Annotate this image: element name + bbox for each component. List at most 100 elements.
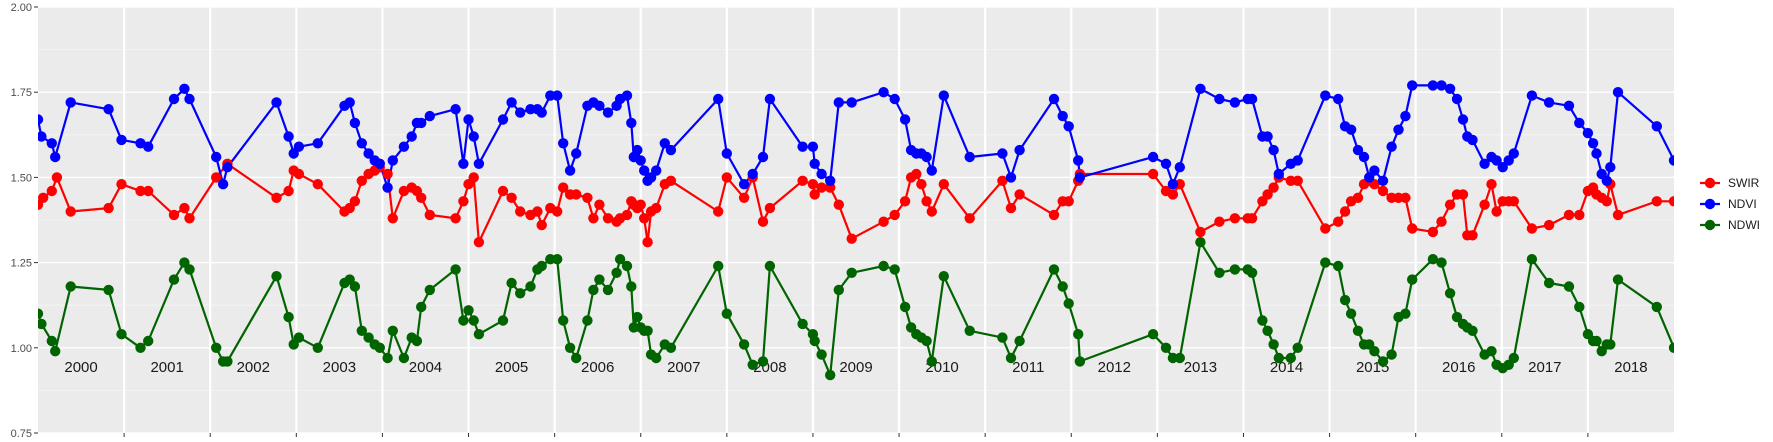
data-point-ndvi [468, 131, 479, 142]
y-tick-label: 1.00 [11, 343, 32, 355]
data-point-ndvi [50, 151, 61, 163]
data-point-ndvi [1048, 93, 1060, 105]
data-point-swir [283, 185, 294, 197]
data-point-ndwi [450, 264, 461, 275]
data-point-swir [506, 192, 517, 203]
data-point-ndwi [1574, 301, 1585, 313]
data-point-ndvi [1612, 87, 1624, 98]
data-point-ndvi [1063, 121, 1074, 132]
data-point-ndvi [626, 117, 637, 129]
data-point-swir [450, 213, 461, 224]
data-point-ndwi [1724, 336, 1734, 346]
data-point-ndvi [889, 93, 900, 105]
data-point-ndvi [1229, 97, 1241, 108]
data-point-ndwi [65, 281, 76, 292]
data-point-ndwi [356, 325, 367, 336]
data-point-ndvi [757, 151, 769, 163]
data-point-ndvi [1574, 117, 1585, 129]
data-point-swir [846, 233, 857, 244]
data-point-ndwi [582, 315, 593, 326]
grid-major [38, 6, 1674, 434]
data-point-swir [468, 172, 479, 183]
data-point-ndvi [997, 148, 1008, 159]
data-point-swir [424, 209, 435, 221]
data-point-swir [51, 172, 63, 183]
data-point-ndvi [1407, 80, 1418, 91]
data-point-ndwi [552, 254, 563, 265]
data-point-ndwi [458, 315, 469, 326]
data-point-swir [46, 185, 57, 197]
data-point-swir [532, 206, 543, 217]
data-point-ndvi [293, 141, 305, 152]
data-point-ndvi [65, 97, 76, 108]
data-point-ndwi [797, 318, 808, 330]
data-point-ndwi [135, 342, 146, 353]
data-point-ndwi [1651, 301, 1663, 313]
data-point-swir [916, 179, 927, 190]
data-point-swir [1688, 196, 1698, 206]
data-point-ndvi [964, 151, 975, 163]
data-point-ndvi [424, 110, 435, 122]
data-point-ndvi [1352, 144, 1364, 156]
data-point-ndvi [1427, 80, 1439, 91]
data-point-ndvi [1333, 93, 1344, 105]
data-point-ndvi [374, 158, 385, 169]
data-point-ndwi [536, 260, 547, 272]
data-point-ndwi [642, 325, 653, 336]
data-point-ndvi [1246, 93, 1258, 105]
data-point-ndvi [283, 131, 294, 142]
data-point-swir [1262, 189, 1273, 200]
data-point-swir [1486, 179, 1497, 190]
data-point-ndwi [1400, 308, 1411, 319]
y-axis: 0.75 1.00 1.25 1.50 1.75 2.00 [11, 2, 38, 440]
data-point-swir [387, 213, 398, 224]
year-label-2002: 2002 [237, 359, 270, 376]
data-point-swir [1762, 189, 1772, 199]
data-point-swir [1352, 192, 1364, 203]
data-point-ndwi [1257, 315, 1268, 326]
data-point-ndwi [363, 332, 374, 343]
data-point-ndwi [1695, 336, 1705, 346]
data-point-swir [642, 237, 653, 248]
data-point-ndwi [825, 369, 836, 381]
data-point-ndvi [921, 151, 932, 163]
data-point-swir [1407, 223, 1418, 234]
data-point-swir [1436, 216, 1447, 227]
data-point-ndwi [1005, 352, 1017, 364]
data-point-ndvi [1676, 182, 1686, 192]
data-point-swir [349, 196, 361, 207]
data-point-ndwi [143, 335, 154, 347]
y-tick-label: 1.25 [11, 258, 32, 270]
data-point-swir [1651, 196, 1663, 207]
data-point-ndwi [1352, 325, 1364, 336]
data-point-swir [65, 206, 76, 217]
data-point-ndvi [833, 97, 844, 108]
data-point-ndwi [38, 318, 47, 330]
data-point-ndvi [1739, 80, 1749, 90]
data-point-ndvi [1724, 135, 1734, 145]
data-point-swir [1612, 209, 1624, 221]
data-point-ndwi [103, 284, 114, 296]
data-point-ndwi [1543, 277, 1555, 289]
data-point-ndvi [312, 138, 323, 149]
data-point-ndvi [46, 138, 57, 149]
data-point-ndvi [363, 148, 374, 159]
data-point-ndwi [747, 359, 758, 370]
legend-key-point [1704, 198, 1716, 210]
data-point-ndwi [50, 346, 61, 357]
data-point-ndvi [349, 117, 361, 129]
data-point-ndwi [833, 284, 844, 296]
data-point-swir [382, 168, 393, 180]
data-point-ndvi [1073, 155, 1084, 166]
data-point-ndvi [497, 114, 509, 125]
data-point-ndwi [349, 281, 361, 292]
year-label-2007: 2007 [667, 359, 700, 376]
data-point-ndvi [558, 138, 569, 149]
year-label-2011: 2011 [1012, 359, 1044, 376]
x-axis-ticks [123, 433, 1589, 437]
data-point-ndvi [1605, 162, 1616, 173]
data-point-ndvi [1601, 175, 1613, 186]
data-point-swir [1526, 223, 1538, 234]
year-label-2009: 2009 [839, 359, 872, 376]
data-point-ndwi [588, 284, 599, 296]
